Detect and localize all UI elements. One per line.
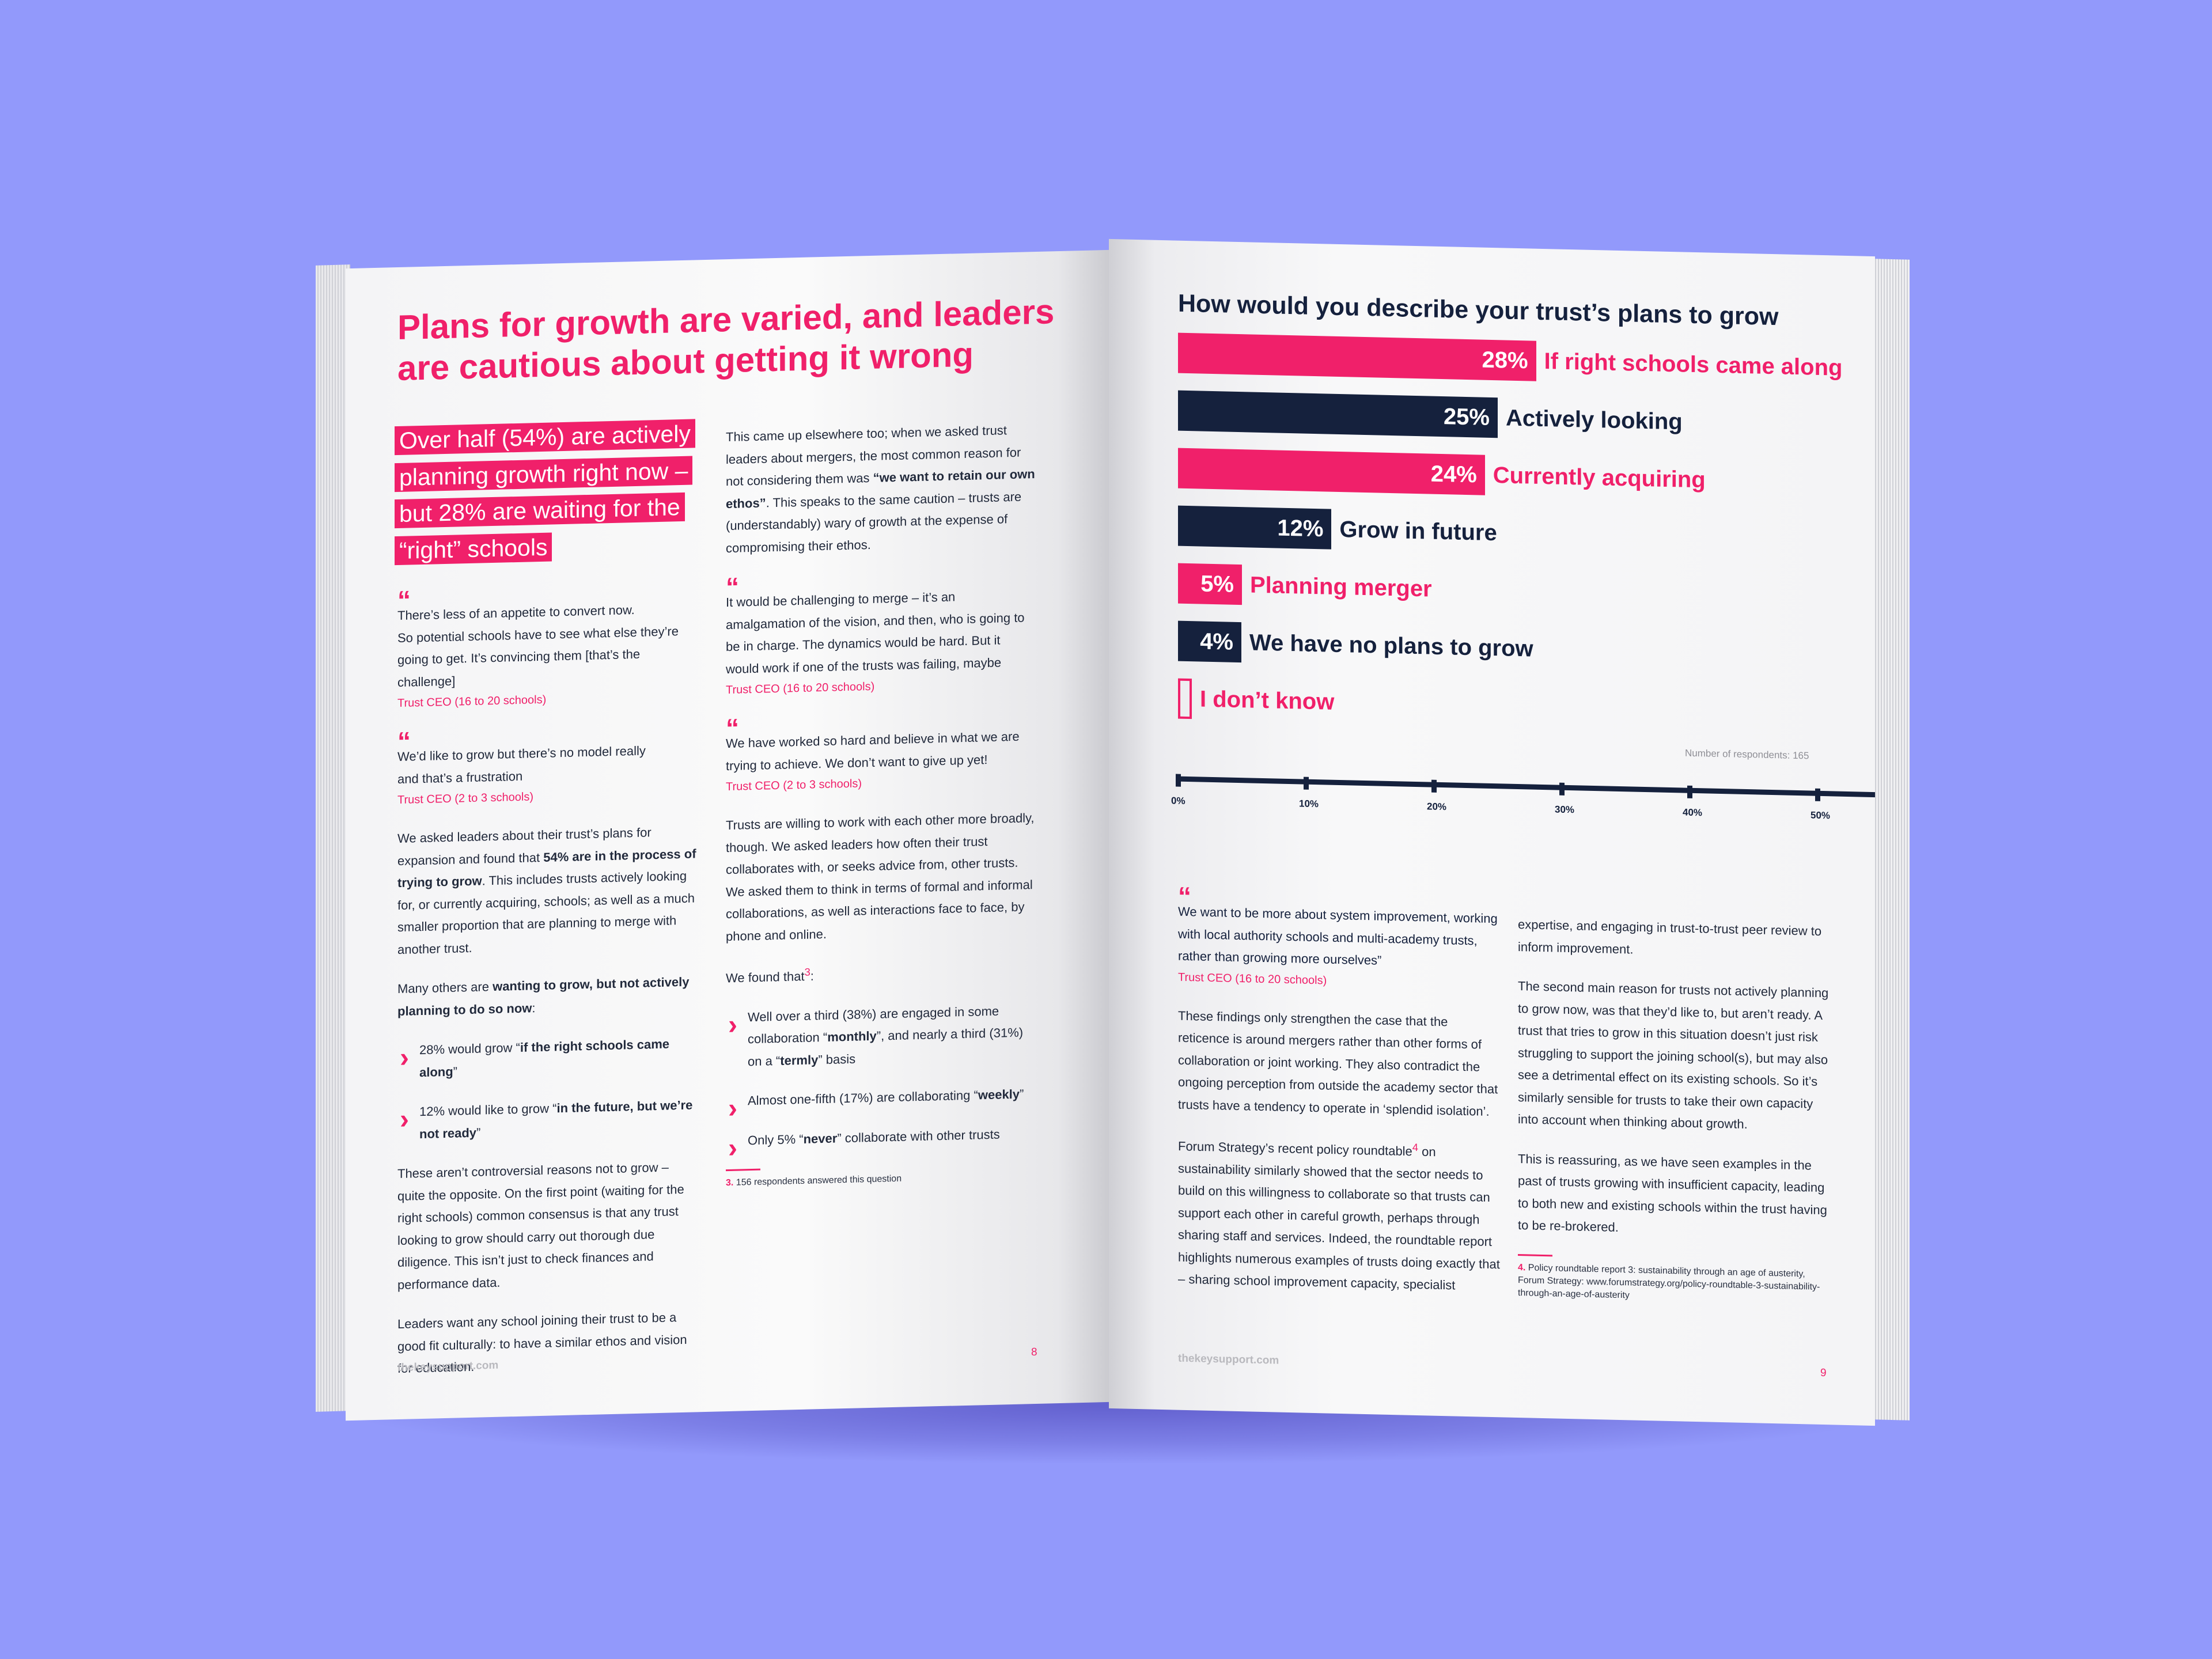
bar-category-label: Planning merger [1250,571,1432,602]
quote-mark-icon: “ [1178,881,1191,912]
bar: 24% [1178,448,1485,495]
bar-value-label: 28% [1482,347,1528,373]
bar-chart: 28% If right schools came along 25% Activel… [1109,239,1875,719]
respondents-note: Number of respondents: 165 [1685,747,1809,762]
bar-value-label: 25% [1443,403,1490,430]
quote-mark-icon: “ [726,571,739,603]
axis-tick [1304,777,1309,790]
quote-block: “ We’d like to grow but there’s no model… [397,724,697,810]
quote-block: “ There’s less of an appetite to convert… [397,582,697,714]
quote-block: “ We want to be more about system improv… [1178,881,1501,995]
bar-row: 28% If right schools came along [1178,332,1843,388]
page-headline: Plans for growth are varied, and leaders… [397,292,1055,388]
footnote: 3. 156 respondents answered this questio… [726,1173,902,1188]
bar-row: I don’t know [1178,678,1335,722]
right-page: How would you describe your trust’s plan… [1109,238,1875,1426]
chart-title: How would you describe your trust’s plan… [1178,289,1779,331]
left-page: Plans for growth are varied, and leaders… [346,249,1112,1421]
bar-row: 12% Grow in future [1178,505,1497,554]
quote-attribution: Trust CEO (16 to 20 schools) [397,693,547,710]
bar [1178,678,1192,719]
quote-block: “ We have worked so hard and believe in … [726,710,1037,797]
axis-tick-label: 20% [1427,801,1447,813]
body-paragraph: The second main reason for trusts not ac… [1518,979,1829,1132]
body-paragraph: Many others are wanting to grow, but not… [397,974,690,1018]
body-paragraph: expertise, and engaging in trust-to-trus… [1518,917,1822,957]
bar-value-label: 5% [1200,571,1234,597]
bar-category-label: Grow in future [1339,516,1497,546]
axis-tick-label: 40% [1683,806,1703,819]
bar-category-label: I don’t know [1200,685,1335,715]
bar-row: 4% We have no plans to grow [1178,620,1533,669]
body-paragraph: Forum Strategy’s recent policy roundtabl… [1178,1138,1500,1293]
quote-attribution: Trust CEO (2 to 3 schools) [726,777,862,794]
bar-category-label: Currently acquiring [1493,462,1706,493]
axis-tick [1559,782,1565,796]
right-column: expertise, and engaging in trust-to-trus… [1518,914,1829,1307]
left-column: “ There’s less of an appetite to convert… [397,582,697,1397]
bar-row: 5% Planning merger [1178,563,1432,609]
bullet-item: Well over a third (38%) are engaged in s… [726,999,1037,1074]
bar: 25% [1178,390,1498,438]
x-axis [1178,776,1875,798]
bar: 5% [1178,563,1242,605]
quote-attribution: Trust CEO (16 to 20 schools) [1178,971,1327,987]
axis-tick-label: 50% [1810,809,1831,821]
x-axis-ticks: 0% 10% 20% 30% 40% 50% [1109,239,1875,821]
right-column: This came up elsewhere too; when we aske… [726,419,1037,1190]
body-paragraph: These aren’t controversial reasons not t… [397,1160,684,1292]
page-number: 8 [1031,1346,1037,1359]
bar-category-label: Actively looking [1506,405,1683,435]
quote-attribution: Trust CEO (2 to 3 schools) [397,790,533,807]
body-paragraph: This came up elsewhere too; when we aske… [726,423,1035,555]
bar: 12% [1178,505,1332,550]
axis-tick-label: 0% [1171,795,1185,806]
footnote-divider [1518,1253,1552,1256]
footnote-ref: 4 [1412,1141,1418,1154]
axis-tick [1815,788,1820,801]
bullet-item: Almost one-fifth (17%) are collaborating… [726,1083,1037,1113]
page-number: 9 [1820,1366,1827,1380]
footer-url: thekeysupport.com [1178,1352,1279,1367]
bar-value-label: 4% [1200,628,1233,655]
page-stack-right [1875,259,1910,1421]
bar-row: 24% Currently acquiring [1178,448,1706,501]
bar: 4% [1178,620,1241,663]
bar-value-label: 24% [1430,461,1477,487]
axis-tick-label: 30% [1555,804,1575,816]
bar: 28% [1178,332,1536,381]
highlight-callout: Over half (54%) are actively planning gr… [395,415,695,569]
footnote: 4. Policy roundtable report 3: sustainab… [1518,1262,1820,1301]
bar-row: 25% Actively looking [1178,390,1683,442]
bullet-item: 28% would grow “if the right schools cam… [397,1032,697,1084]
body-paragraph: This is reassuring, as we have seen exam… [1518,1151,1827,1234]
axis-tick-label: 10% [1299,798,1319,810]
quote-attribution: Trust CEO (16 to 20 schools) [726,680,875,697]
body-paragraph: Trusts are willing to work with each oth… [726,810,1035,944]
axis-tick [1431,779,1437,793]
footnote-ref: 3 [804,965,810,978]
bar-category-label: If right schools came along [1544,348,1843,381]
body-paragraph: We found that3: [726,965,814,986]
callout-text: Over half (54%) are actively planning gr… [395,419,695,565]
bar-category-label: We have no plans to grow [1249,629,1533,662]
bar-value-label: 12% [1277,515,1324,541]
body-paragraph: We asked leaders about their trust’s pla… [397,825,696,957]
axis-tick [1687,785,1692,798]
page-stack-left [316,264,350,1412]
left-column: “ We want to be more about system improv… [1178,881,1501,1316]
quote-mark-icon: “ [397,585,411,616]
body-paragraph: These findings only strengthen the case … [1178,1008,1498,1119]
quote-mark-icon: “ [397,726,411,757]
footer-url: thekeysupport.com [397,1359,499,1374]
axis-tick [1176,774,1181,787]
quote-block: “ It would be challenging to merge – it’… [726,569,1037,700]
bullet-item: 12% would like to grow “in the future, b… [397,1094,697,1146]
bullet-item: Only 5% “never” collaborate with other t… [726,1123,1037,1153]
